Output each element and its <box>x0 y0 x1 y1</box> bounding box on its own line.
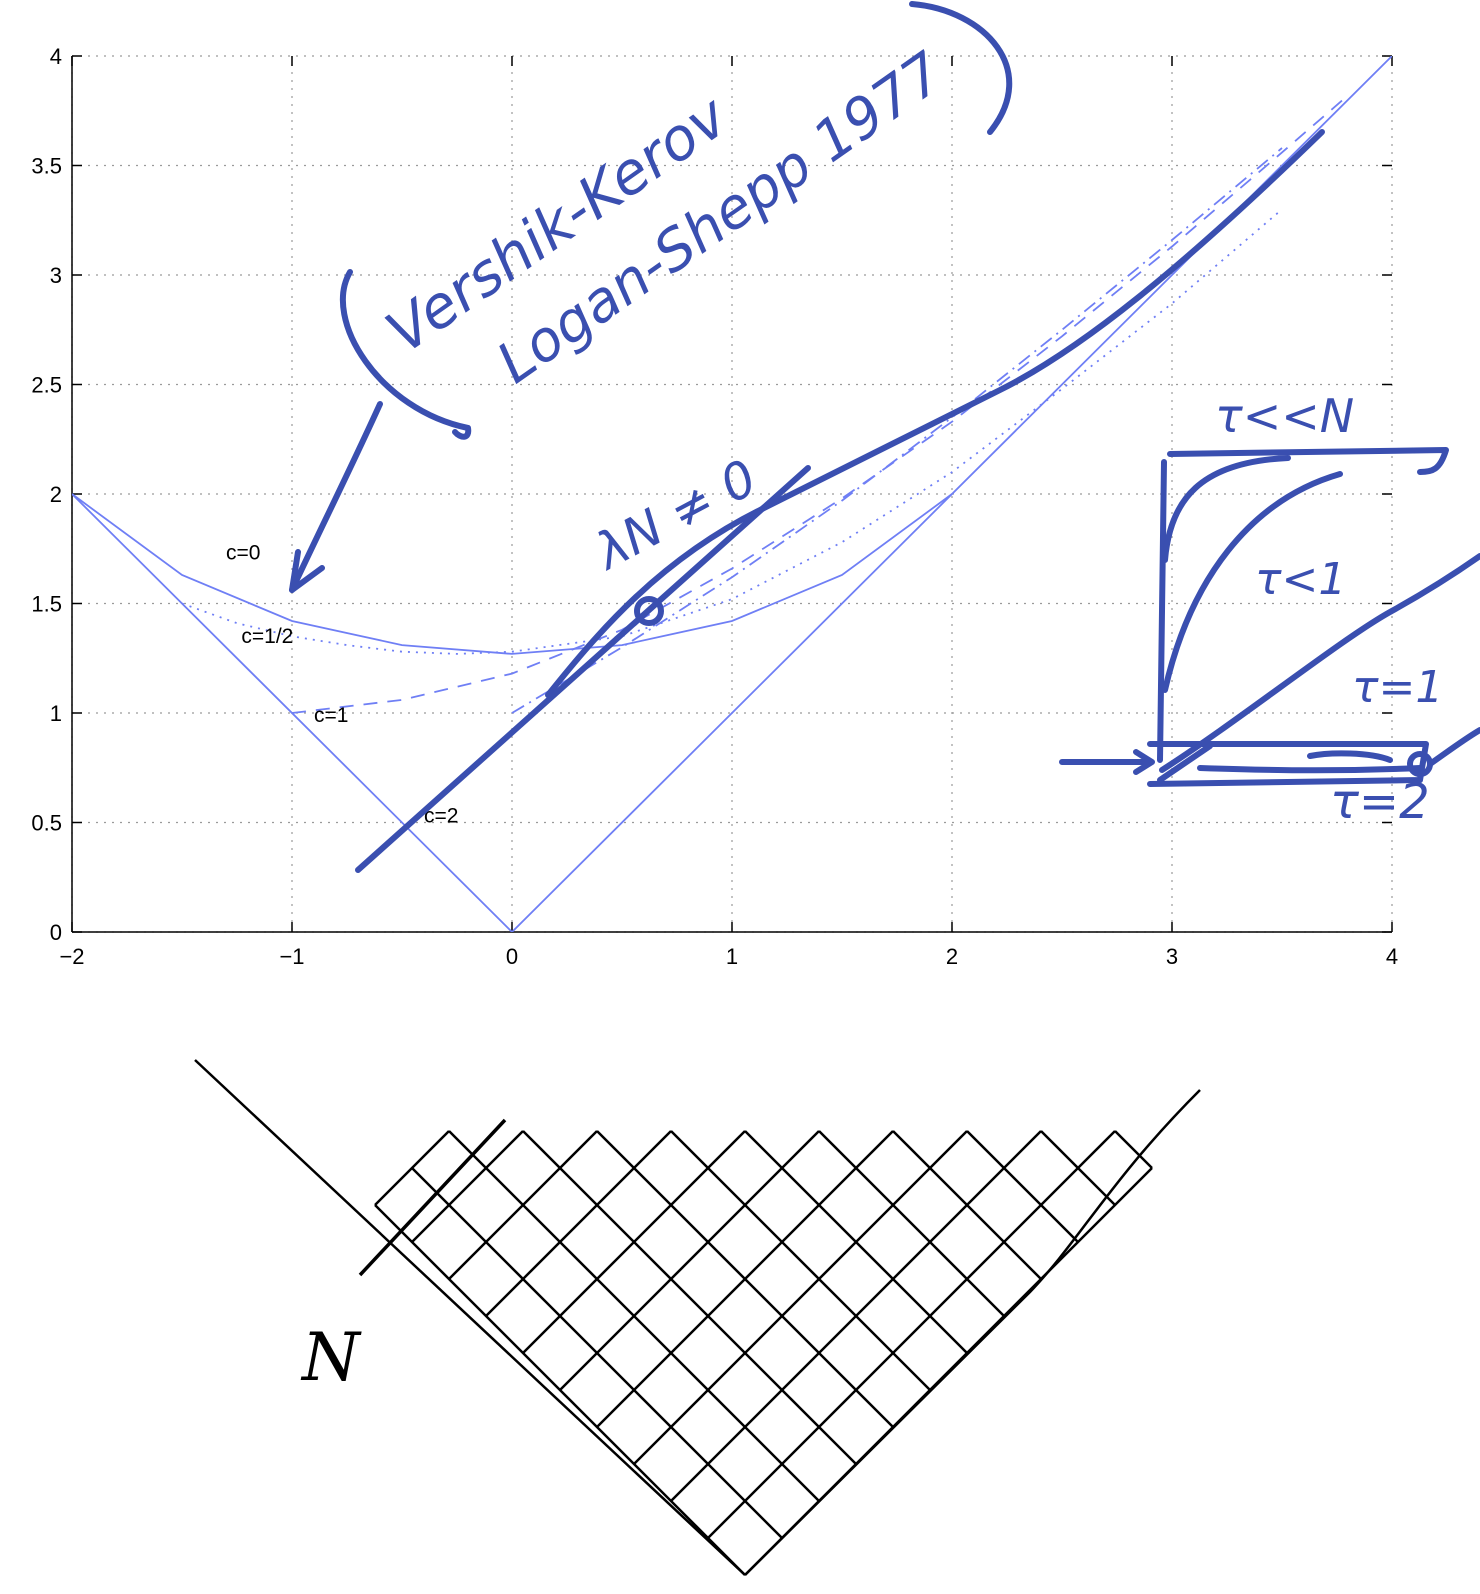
annotation-tau-less-1: τ<1 <box>1255 554 1346 605</box>
curve-label: c=1 <box>314 704 348 727</box>
x-tick-label: −2 <box>59 944 84 969</box>
diagram-cell-edge <box>1114 1130 1153 1169</box>
ink-bottom-scribble <box>1157 743 1423 783</box>
diagram-cell-edge <box>633 1130 968 1465</box>
y-tick-label: 0 <box>50 920 62 945</box>
diagram-cells <box>374 1130 1153 1576</box>
axes: −2 −1 0 1 2 3 4 0 0.5 1 1.5 2 2.5 3 3.5 4 <box>31 44 1398 969</box>
series-line-c-0 <box>72 493 953 655</box>
ink-curve-tau-small <box>1162 455 1291 563</box>
x-tick-label: 2 <box>946 944 958 969</box>
sketch-label-n: N <box>300 1319 362 1396</box>
ink-bracket-left <box>339 269 472 440</box>
handwritten-ink <box>289 1 1480 873</box>
annotation-tau-much-less-n: τ<<N <box>1215 389 1354 443</box>
ink-touch-point <box>634 596 664 626</box>
diagram-cell-edge <box>966 1130 1079 1243</box>
y-tick-label: 2 <box>50 482 62 507</box>
y-tick-label: 3 <box>50 263 62 288</box>
diagram-cell-edge <box>559 1130 820 1391</box>
diagram-cell-edge <box>707 1130 1116 1539</box>
curve-label: c=0 <box>226 542 260 565</box>
sketch-right-boundary <box>744 1089 1201 1576</box>
ink-arrow-right <box>1059 749 1155 775</box>
curve-labels: c=0 c=1/2 c=1 c=2 <box>226 542 458 828</box>
annotation-tau-eq-2: τ=2 <box>1330 774 1430 830</box>
young-diagram-sketch: N <box>194 1059 1201 1576</box>
ink-thick-curve <box>545 129 1325 698</box>
series-line-boundary <box>72 56 1392 932</box>
diagram-cell-edge <box>411 1167 783 1539</box>
y-tick-label: 2.5 <box>31 373 62 398</box>
diagram-cell-edge <box>670 1130 931 1391</box>
y-tick-label: 1 <box>50 701 62 726</box>
x-tick-label: −1 <box>279 944 304 969</box>
ink-bracket-right <box>909 1 1013 135</box>
ink-box-top <box>1167 447 1449 475</box>
ink-right-tail <box>1427 727 1480 767</box>
ink-curve-tau-eq1 <box>1159 553 1480 773</box>
y-tick-label: 4 <box>50 44 62 69</box>
diagram-cell-edge <box>744 1130 968 1354</box>
sketch-left-boundary <box>194 1059 746 1576</box>
diagram-cell-edge <box>522 1130 857 1465</box>
ink-curve-tau-lt1 <box>1162 471 1343 693</box>
diagram-cell-edge <box>448 1130 820 1502</box>
ink-arrow-head <box>289 549 325 593</box>
diagram-cell-edge <box>485 1130 672 1317</box>
plot-series <box>72 56 1392 932</box>
ink-tangent-line <box>355 465 811 873</box>
ink-box-left <box>1157 459 1167 763</box>
diagram-cell-edge <box>411 1130 524 1243</box>
diagram-cell-edge <box>1040 1130 1116 1206</box>
curve-label: c=2 <box>424 805 458 828</box>
series-line-c-2 <box>511 147 1283 714</box>
curve-label: c=1/2 <box>241 625 293 648</box>
y-tick-label: 3.5 <box>31 154 62 179</box>
x-tick-label: 0 <box>506 944 518 969</box>
diagram-cell-edge <box>374 1204 746 1576</box>
x-tick-label: 3 <box>1166 944 1178 969</box>
diagram-cell-edge <box>744 1167 1153 1576</box>
sketch-n-marker <box>358 1118 507 1277</box>
ink-arrow-shaft <box>289 401 383 593</box>
diagram-cell-edge <box>818 1130 1005 1317</box>
diagram-cell-edge <box>892 1130 1042 1280</box>
annotation-tau-eq-1: τ=1 <box>1352 662 1443 713</box>
diagram-cell-edge <box>596 1130 894 1428</box>
ink-box-bottom <box>1147 741 1429 787</box>
y-tick-label: 0.5 <box>31 811 62 836</box>
x-tick-label: 1 <box>726 944 738 969</box>
series-line-c-1 <box>291 94 1349 714</box>
x-tick-label: 4 <box>1386 944 1398 969</box>
y-tick-label: 1.5 <box>31 592 62 617</box>
